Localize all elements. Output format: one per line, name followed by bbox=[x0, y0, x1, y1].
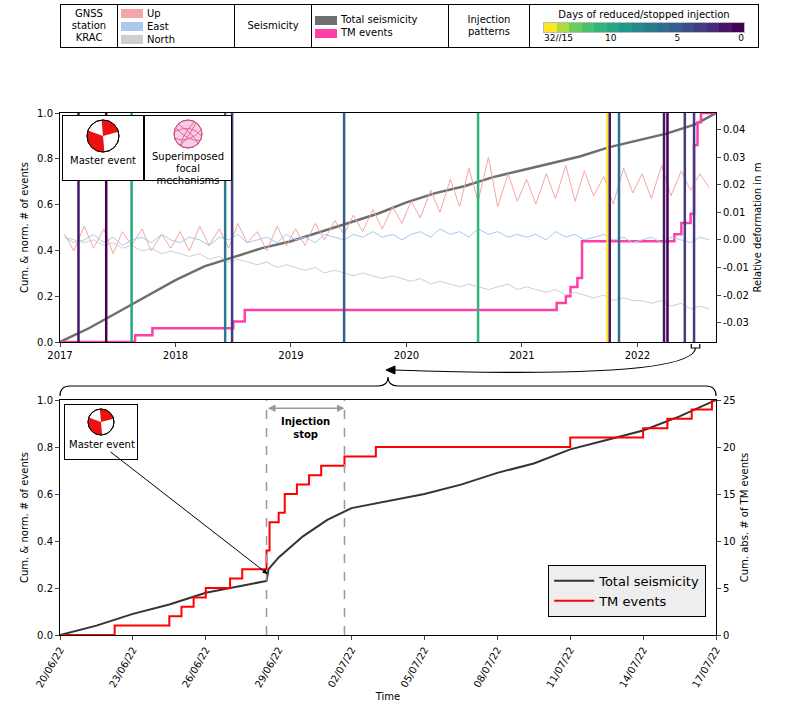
html-text:10: 10 bbox=[604, 32, 617, 43]
svg-text:2019: 2019 bbox=[278, 350, 303, 361]
html-text:East: East bbox=[147, 20, 169, 32]
svg-text:Injectionstop: Injectionstop bbox=[281, 416, 330, 440]
svg-text:0.2: 0.2 bbox=[37, 291, 53, 302]
svg-text:0.01: 0.01 bbox=[723, 207, 745, 218]
html-text:Seismicity: Seismicity bbox=[247, 20, 299, 31]
svg-text:0.8: 0.8 bbox=[37, 442, 53, 453]
svg-text:2018: 2018 bbox=[163, 350, 188, 361]
html-text:0: 0 bbox=[738, 32, 744, 43]
svg-text:10: 10 bbox=[723, 536, 736, 547]
svg-text:-0.01: -0.01 bbox=[723, 262, 749, 273]
svg-text:Time: Time bbox=[375, 691, 400, 702]
svg-text:0.8: 0.8 bbox=[37, 153, 53, 164]
svg-text:2017: 2017 bbox=[47, 350, 72, 361]
svg-text:0.03: 0.03 bbox=[723, 152, 745, 163]
svg-text:0.00: 0.00 bbox=[723, 234, 745, 245]
svg-text:5: 5 bbox=[723, 583, 729, 594]
svg-text:0.6: 0.6 bbox=[37, 199, 53, 210]
svg-text:Cum. abs. # of TM events: Cum. abs. # of TM events bbox=[739, 453, 750, 582]
html-text:Superimposed focal mechanisms: Superimposed focal mechanisms bbox=[152, 151, 224, 186]
svg-text:Cum. & norm. # of events: Cum. & norm. # of events bbox=[19, 452, 30, 583]
svg-text:0.4: 0.4 bbox=[37, 245, 53, 256]
svg-text:11/07/22: 11/07/22 bbox=[544, 645, 576, 689]
svg-text:1.0: 1.0 bbox=[37, 395, 53, 406]
svg-text:08/07/22: 08/07/22 bbox=[471, 645, 503, 689]
svg-text:23/06/22: 23/06/22 bbox=[107, 645, 139, 689]
svg-text:05/07/22: 05/07/22 bbox=[399, 645, 431, 689]
svg-text:0.0: 0.0 bbox=[37, 337, 53, 348]
svg-text:-0.03: -0.03 bbox=[723, 317, 749, 328]
svg-text:Cum. & norm. # of events: Cum. & norm. # of events bbox=[19, 162, 30, 293]
html-text:Up: Up bbox=[147, 7, 161, 19]
svg-text:0.02: 0.02 bbox=[723, 179, 745, 190]
html-text:Injection patterns: Injection patterns bbox=[467, 14, 511, 37]
svg-text:Master event: Master event bbox=[69, 439, 135, 450]
svg-text:2022: 2022 bbox=[625, 350, 650, 361]
svg-text:29/06/22: 29/06/22 bbox=[253, 645, 285, 689]
svg-text:02/07/22: 02/07/22 bbox=[326, 645, 358, 689]
svg-text:0.6: 0.6 bbox=[37, 489, 53, 500]
html-text:Total seismicity: Total seismicity bbox=[341, 14, 418, 25]
svg-text:26/06/22: 26/06/22 bbox=[180, 645, 212, 689]
svg-text:Total seismicity: Total seismicity bbox=[598, 574, 699, 589]
html-text:32//15: 32//15 bbox=[544, 32, 573, 43]
svg-text:14/07/22: 14/07/22 bbox=[617, 645, 649, 689]
svg-text:0.2: 0.2 bbox=[37, 583, 53, 594]
html-text:5: 5 bbox=[674, 32, 681, 43]
svg-text:25: 25 bbox=[723, 395, 736, 406]
svg-text:0.04: 0.04 bbox=[723, 124, 745, 135]
html-text:Master event: Master event bbox=[70, 155, 136, 166]
svg-text:0.4: 0.4 bbox=[37, 536, 53, 547]
html-text:North: North bbox=[147, 33, 175, 45]
html-text:TM events: TM events bbox=[341, 27, 393, 38]
svg-text:20/06/22: 20/06/22 bbox=[34, 645, 66, 689]
svg-text:2021: 2021 bbox=[509, 350, 534, 361]
html-text:GNSS station KRAC: GNSS station KRAC bbox=[71, 8, 107, 43]
svg-text:20: 20 bbox=[723, 442, 736, 453]
svg-text:Relative deformation in m: Relative deformation in m bbox=[752, 163, 763, 293]
svg-text:15: 15 bbox=[723, 489, 736, 500]
svg-text:17/07/22: 17/07/22 bbox=[690, 645, 722, 689]
svg-text:TM events: TM events bbox=[598, 594, 666, 609]
svg-text:2020: 2020 bbox=[394, 350, 419, 361]
html-text:Days of reduced/stopped inject: Days of reduced/stopped injection bbox=[558, 8, 730, 20]
svg-text:0: 0 bbox=[723, 630, 729, 641]
svg-text:1.0: 1.0 bbox=[37, 108, 53, 119]
svg-text:-0.02: -0.02 bbox=[723, 290, 749, 301]
svg-text:0.0: 0.0 bbox=[37, 630, 53, 641]
